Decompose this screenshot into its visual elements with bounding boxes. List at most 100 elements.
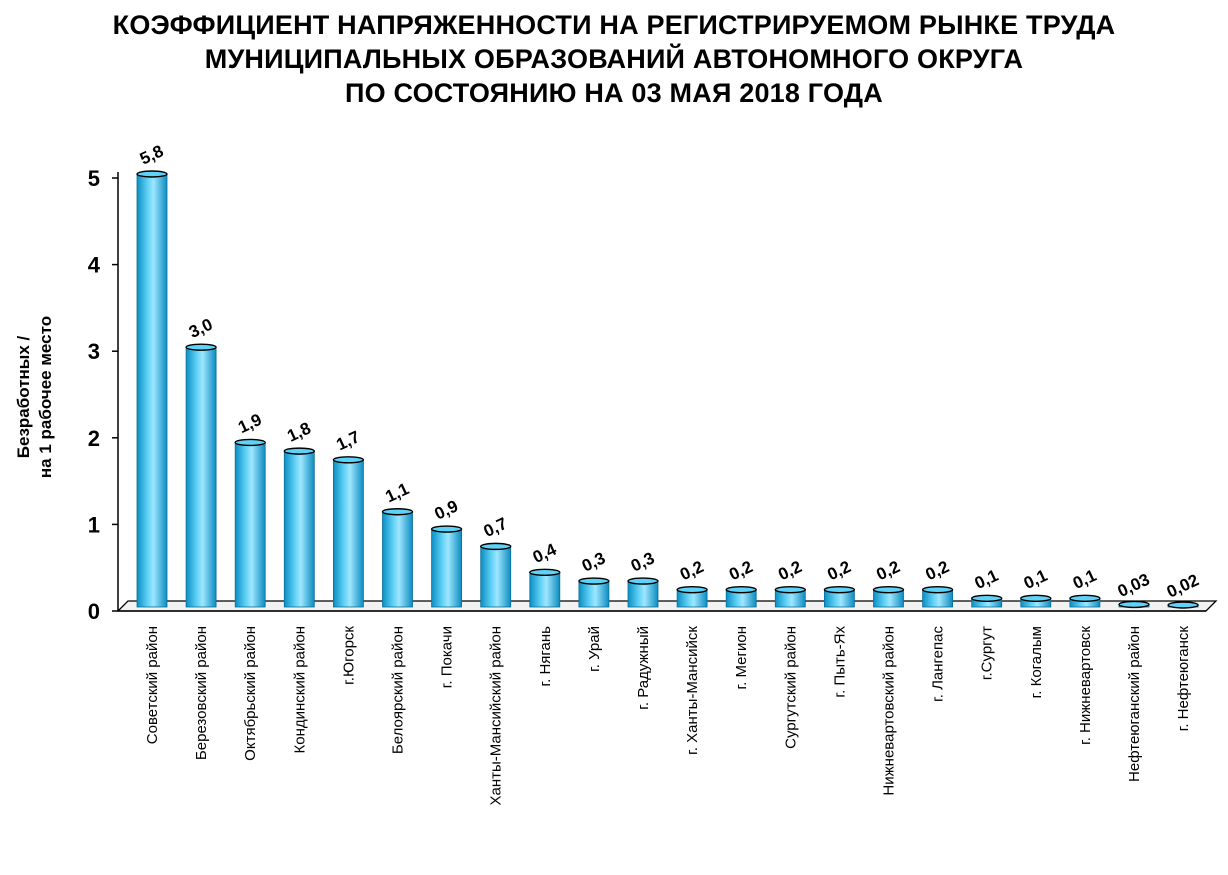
bar (1069, 594, 1101, 608)
bar-top (1020, 594, 1052, 603)
x-tick-label: Белоярский район (390, 626, 407, 754)
data-label: 0,7 (481, 514, 510, 541)
bar-top (676, 585, 708, 594)
data-label: 0,2 (873, 557, 902, 584)
bar-top (185, 343, 217, 351)
bar-top (578, 577, 610, 585)
data-label: 0,9 (432, 496, 461, 523)
x-tick-label: Нефтеюганский район (1126, 626, 1143, 782)
bar (578, 577, 610, 608)
bar-body (529, 571, 561, 608)
data-label: 0,3 (628, 548, 657, 575)
bar-body (283, 450, 315, 608)
data-label: 0,2 (677, 557, 706, 584)
x-tick-label: г. Лангепас (930, 626, 947, 702)
bar (921, 585, 954, 608)
bar (529, 568, 561, 608)
data-label: 0,02 (1164, 570, 1202, 601)
bar-top (725, 585, 757, 594)
x-tick-label: г.Сургут (979, 626, 996, 680)
bar (1118, 600, 1150, 609)
bar-top (627, 577, 659, 585)
y-axis-label: Безработных / на 1 рабочее место (14, 316, 55, 478)
y-tick-label: 3 (88, 339, 100, 364)
x-tick-label: Советский район (144, 626, 161, 744)
bar-top (872, 585, 905, 594)
data-label: 1,9 (235, 410, 264, 437)
bar-body (382, 511, 413, 608)
data-label: 3,0 (186, 315, 215, 342)
bar (185, 343, 217, 608)
y-tick-label: 1 (88, 512, 100, 537)
bar-body (332, 459, 364, 608)
x-tick-label: Березовский район (193, 626, 210, 760)
bar (627, 577, 659, 608)
bar (283, 447, 315, 608)
bar (774, 585, 806, 608)
bar-body (234, 442, 266, 608)
x-tick-label: г. Пыть-Ях (831, 626, 848, 698)
bar (872, 585, 905, 608)
data-label: 1,1 (382, 479, 411, 506)
bar (381, 508, 414, 608)
x-tick-label: Кондинский район (291, 626, 308, 753)
bar (1167, 601, 1199, 609)
bar (430, 525, 463, 608)
data-label: 0,4 (530, 540, 560, 567)
x-tick-label: г. Когалым (1028, 626, 1045, 698)
x-tick-label: г. Мегион (733, 626, 750, 689)
data-label: 0,1 (972, 566, 1001, 593)
bar-body (578, 580, 610, 608)
bar-top (381, 508, 414, 516)
y-tick-label: 2 (88, 426, 100, 451)
bar-body (431, 528, 463, 608)
y-tick-label: 5 (88, 166, 100, 191)
bar-top (529, 568, 561, 577)
chart-title-line-3: ПО СОСТОЯНИЮ НА 03 МАЯ 2018 ГОДА (345, 78, 883, 108)
x-tick-label: г. Нижневартовск (1077, 626, 1094, 745)
y-axis-label-line-2: на 1 рабочее место (36, 316, 55, 478)
x-tick-label: г. Покачи (439, 626, 456, 688)
bar-top (823, 585, 856, 594)
bar-top (1167, 601, 1199, 609)
data-label: 0,03 (1115, 570, 1153, 601)
x-tick-label: Сургутский район (782, 626, 799, 749)
data-label: 0,1 (1070, 566, 1099, 593)
x-tick-label: г. Радужный (635, 626, 652, 710)
bar (823, 585, 856, 608)
bar (332, 456, 365, 608)
x-tick-label: г. Нефтеюганск (1175, 626, 1192, 732)
bar-top (332, 456, 365, 464)
data-label: 0,3 (579, 548, 608, 575)
bar-top (480, 542, 512, 551)
chart-title-line-1: КОЭФФИЦИЕНТ НАПРЯЖЕННОСТИ НА РЕГИСТРИРУЕ… (112, 10, 1116, 40)
bar-top (430, 525, 463, 533)
x-tick-label: Ханты-Мансийский район (488, 626, 505, 806)
y-tick-label: 0 (88, 599, 100, 624)
bar-top (1118, 600, 1150, 609)
bar-body (627, 580, 659, 608)
bar (676, 585, 708, 608)
bar-top (234, 438, 266, 447)
y-axis-label-line-1: Безработных / (14, 336, 33, 459)
bar-body (185, 346, 217, 608)
x-axis-labels: Советский район Березовский район Октябрьс… (144, 626, 1192, 806)
x-tick-label: г. Урай (586, 626, 603, 672)
chart-floor (116, 600, 1218, 612)
x-tick-label: Октябрьский район (242, 626, 259, 761)
data-label: 1,7 (333, 427, 362, 454)
chart-title-line-2: МУНИЦИПАЛЬНЫХ ОБРАЗОВАНИЙ АВТОНОМНОГО ОК… (204, 44, 1024, 74)
bar-top (774, 585, 806, 594)
data-label: 0,2 (824, 557, 853, 584)
x-tick-label: Нижневартовский район (881, 626, 898, 796)
chart-title: КОЭФФИЦИЕНТ НАПРЯЖЕННОСТИ НА РЕГИСТРИРУЕ… (0, 8, 1228, 110)
axes (116, 172, 1218, 612)
data-label: 0,2 (923, 557, 952, 584)
bar-top (971, 594, 1003, 603)
y-tick-label: 4 (88, 253, 101, 278)
data-label: 1,8 (284, 419, 313, 446)
bar (1020, 594, 1052, 608)
bar (234, 438, 266, 608)
data-label: 0,1 (1021, 566, 1050, 593)
